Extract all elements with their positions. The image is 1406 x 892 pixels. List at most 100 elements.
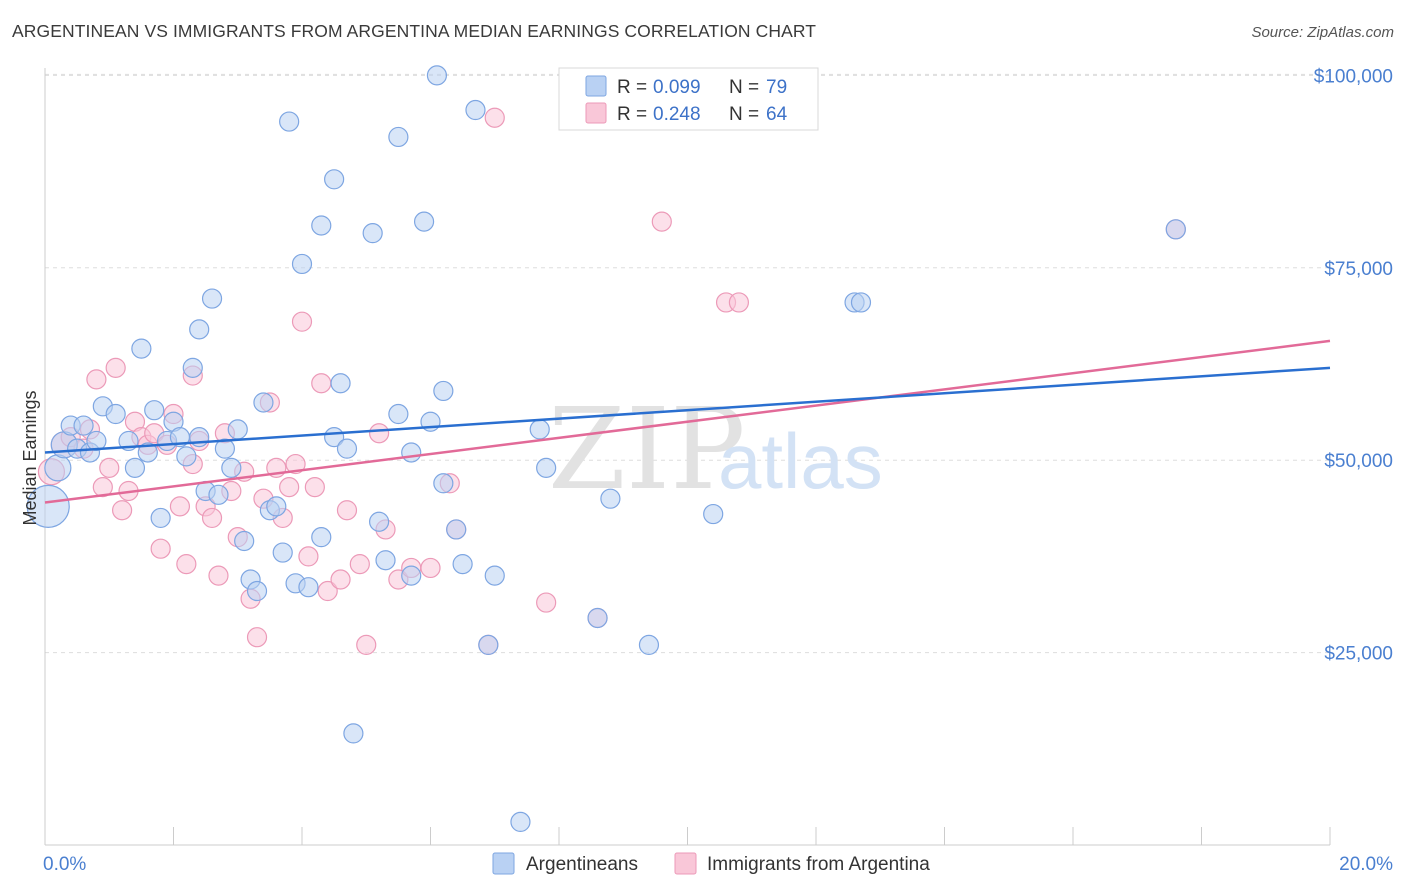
data-point bbox=[234, 530, 255, 552]
y-tick-label: $100,000 bbox=[1314, 66, 1393, 87]
data-point bbox=[253, 392, 274, 413]
grid-lines bbox=[45, 73, 1330, 654]
data-point bbox=[465, 99, 486, 121]
data-point bbox=[298, 577, 319, 598]
data-point bbox=[369, 511, 390, 532]
data-point bbox=[349, 553, 370, 575]
data-point bbox=[388, 126, 409, 148]
data-point bbox=[201, 507, 223, 529]
legend-r-label: R = bbox=[617, 77, 647, 98]
data-point bbox=[375, 550, 396, 571]
data-point bbox=[401, 442, 422, 463]
data-point bbox=[137, 442, 158, 463]
y-tick-labels: $25,000 $50,000 $75,000 $100,000 bbox=[1314, 66, 1393, 664]
data-point bbox=[311, 527, 332, 548]
data-point bbox=[311, 215, 332, 236]
bottom-legend-label-immigrants: Immigrants from Argentina bbox=[707, 854, 930, 875]
watermark-atlas: atlas bbox=[718, 417, 883, 505]
data-point bbox=[433, 473, 454, 494]
data-point bbox=[388, 403, 409, 425]
data-point bbox=[144, 400, 165, 421]
data-point bbox=[111, 500, 133, 521]
data-point bbox=[208, 484, 229, 505]
data-point bbox=[336, 438, 358, 459]
data-point bbox=[510, 811, 531, 833]
data-point bbox=[246, 580, 268, 602]
data-point bbox=[426, 65, 448, 86]
data-point bbox=[587, 607, 608, 629]
data-point bbox=[246, 627, 268, 648]
data-point bbox=[651, 211, 672, 232]
data-point bbox=[536, 592, 557, 613]
data-point bbox=[176, 553, 197, 575]
data-point bbox=[413, 211, 435, 232]
data-point bbox=[92, 477, 113, 498]
data-point bbox=[330, 373, 351, 394]
y-tick-label: $75,000 bbox=[1324, 259, 1393, 280]
legend-swatch-immigrants bbox=[585, 102, 607, 124]
bottom-legend-swatch-argentineans bbox=[492, 852, 515, 875]
data-point bbox=[182, 357, 203, 378]
legend-r-value: 0.248 bbox=[653, 104, 701, 125]
bottom-legend-swatch-immigrants bbox=[674, 852, 697, 875]
data-point bbox=[105, 357, 126, 378]
data-point bbox=[266, 496, 287, 517]
chart-title: ARGENTINEAN VS IMMIGRANTS FROM ARGENTINA… bbox=[12, 21, 817, 41]
data-point bbox=[401, 565, 422, 586]
data-point bbox=[291, 311, 313, 332]
data-point bbox=[311, 373, 332, 394]
data-point bbox=[369, 423, 390, 444]
watermark: ZIP atlas bbox=[548, 385, 883, 515]
trend-line-immigrants bbox=[44, 339, 1331, 504]
data-point bbox=[279, 111, 300, 132]
data-point bbox=[728, 292, 750, 313]
axes bbox=[44, 68, 1331, 846]
bottom-legend-label-argentineans: Argentineans bbox=[526, 854, 638, 875]
y-tick-label: $25,000 bbox=[1324, 644, 1393, 665]
data-point bbox=[529, 419, 550, 440]
data-point bbox=[176, 446, 197, 467]
data-point bbox=[478, 634, 499, 656]
legend-n-value: 64 bbox=[766, 104, 788, 125]
watermark-zip: ZIP bbox=[548, 385, 745, 515]
data-point bbox=[336, 500, 358, 521]
data-point bbox=[105, 403, 126, 425]
data-point bbox=[150, 507, 171, 529]
data-point bbox=[600, 488, 621, 509]
legend-n-label: N = bbox=[729, 77, 759, 98]
data-point bbox=[291, 253, 313, 275]
data-point bbox=[285, 453, 306, 475]
data-point bbox=[317, 580, 338, 602]
data-point bbox=[279, 477, 300, 498]
data-point bbox=[1165, 219, 1186, 240]
trend-line-argentineans bbox=[44, 366, 1331, 454]
data-point bbox=[536, 457, 557, 478]
data-point bbox=[324, 169, 345, 190]
data-point bbox=[227, 419, 248, 440]
x-tick-label: 20.0% bbox=[1339, 854, 1393, 875]
trend-lines bbox=[44, 339, 1331, 504]
data-point bbox=[201, 288, 223, 309]
x-tick-label: 0.0% bbox=[43, 854, 86, 875]
legend: R = 0.099 N = 79 R = 0.248 N = 64 bbox=[558, 67, 819, 131]
legend-r-label: R = bbox=[617, 104, 647, 125]
data-point bbox=[124, 457, 146, 478]
data-point bbox=[343, 723, 364, 744]
data-point bbox=[169, 496, 191, 517]
legend-n-label: N = bbox=[729, 104, 759, 125]
data-point bbox=[433, 380, 454, 402]
data-point bbox=[131, 338, 152, 359]
bottom-legend: Argentineans Immigrants from Argentina bbox=[492, 852, 930, 875]
data-point bbox=[189, 319, 210, 340]
data-point bbox=[86, 430, 107, 452]
data-point bbox=[356, 634, 377, 656]
data-point bbox=[304, 477, 325, 498]
data-point bbox=[452, 553, 473, 575]
data-point bbox=[221, 457, 242, 478]
data-point bbox=[214, 438, 235, 459]
data-point bbox=[703, 503, 724, 525]
data-point bbox=[638, 634, 660, 656]
y-axis-label: Median Earnings bbox=[20, 390, 40, 525]
data-point bbox=[484, 565, 505, 586]
